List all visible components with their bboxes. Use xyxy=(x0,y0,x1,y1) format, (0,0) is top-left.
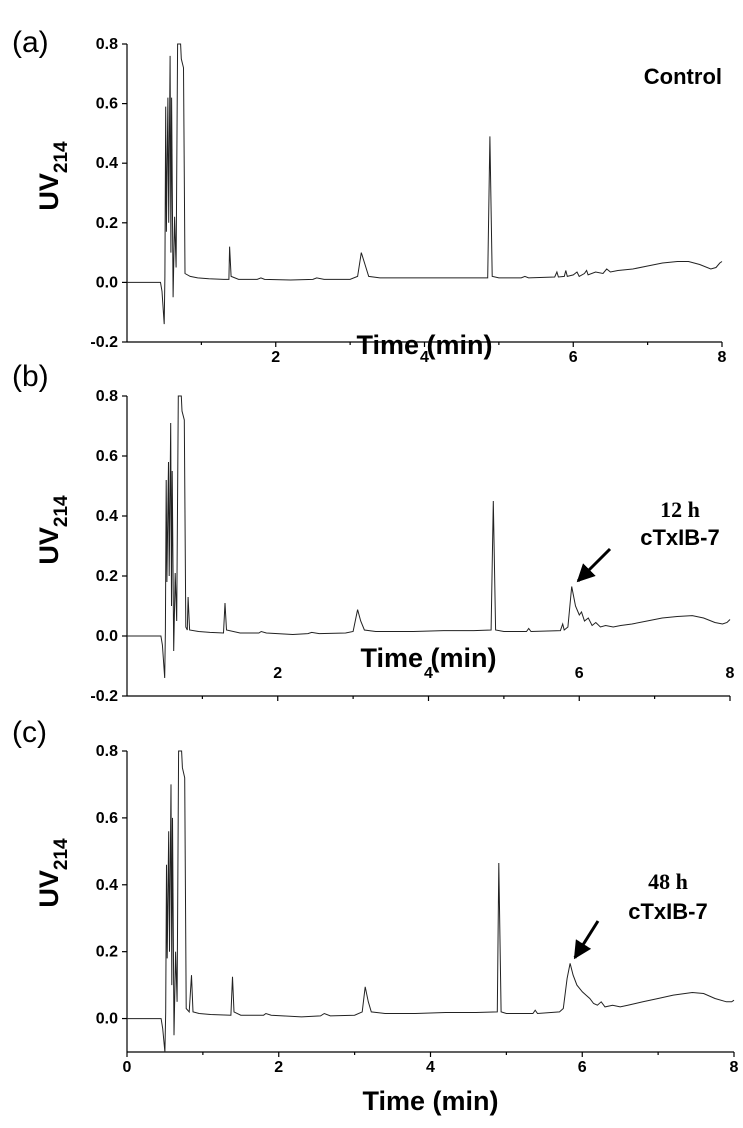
y-tick-label: 0.0 xyxy=(96,274,118,291)
y-tick-label: 0.0 xyxy=(96,628,118,645)
chart-panel-a: (a) -0.2 0.0 0.2 0.4 0.6 0.8 2 4 6 8 Time (min) UV21… xyxy=(12,26,727,366)
y-tick-label: 0.4 xyxy=(96,877,118,894)
y-tick-label: 0.2 xyxy=(96,944,118,961)
x-tick-label: 8 xyxy=(726,665,735,682)
x-tick-label: 6 xyxy=(578,1059,587,1076)
y-axis-title: UV214 xyxy=(34,838,72,908)
y-tick-label: 0.4 xyxy=(96,508,118,525)
chromatogram-trace xyxy=(127,750,735,1053)
x-tick-label: 8 xyxy=(730,1059,739,1076)
annotation-arrow xyxy=(573,920,600,960)
y-axis-title-main: UV xyxy=(34,527,64,565)
y-tick-label: 0.8 xyxy=(96,743,118,760)
y-axis-title-main: UV xyxy=(34,173,64,211)
chromatogram-trace xyxy=(127,43,723,325)
x-tick-label: 8 xyxy=(718,349,727,366)
x-tick-label: 2 xyxy=(273,665,282,682)
x-tick-label: 6 xyxy=(569,349,578,366)
y-tick-label: 0.4 xyxy=(96,155,118,172)
panel-label: (a) xyxy=(12,26,49,59)
y-axis-title: UV214 xyxy=(34,495,72,565)
y-axis-title-subscript: 214 xyxy=(51,838,72,870)
annotation-arrow xyxy=(576,547,612,583)
panel-label: (b) xyxy=(12,360,49,393)
y-tick-label: 0.2 xyxy=(96,215,118,232)
y-axis-title-subscript: 214 xyxy=(51,141,72,173)
y-tick-label: 0.2 xyxy=(96,568,118,585)
annotation-text: cTxIB-7 xyxy=(640,525,719,550)
x-axis-title: Time (min) xyxy=(362,1086,498,1116)
y-tick-label: 0.6 xyxy=(96,448,118,465)
y-tick-label: 0.8 xyxy=(96,388,118,405)
y-axis-title: UV214 xyxy=(34,141,72,211)
x-tick-label: 6 xyxy=(575,665,584,682)
y-axis-title-main: UV xyxy=(34,870,64,908)
annotation-text: 48 h xyxy=(648,869,688,894)
x-tick-label: 2 xyxy=(271,349,280,366)
chromatogram-trace xyxy=(127,395,731,679)
x-tick-label: 0 xyxy=(123,1059,132,1076)
panel-label: (c) xyxy=(12,716,47,749)
x-tick-label: 4 xyxy=(424,665,433,682)
y-tick-label: 0.6 xyxy=(96,810,118,827)
annotation-text: cTxIB-7 xyxy=(628,899,707,924)
chart-panel-b: (b) -0.2 0.0 0.2 0.4 0.6 0.8 2 4 6 8 Time (min) UV21… xyxy=(12,360,735,705)
x-tick-label: 4 xyxy=(426,1059,435,1076)
chart-panel-c: (c) 0.0 0.2 0.4 0.6 0.8 0 2 4 6 8 Time (min) UV214 48… xyxy=(12,716,739,1116)
annotation-text: 12 h xyxy=(660,497,700,522)
y-tick-label: 0.6 xyxy=(96,96,118,113)
y-axis-title-subscript: 214 xyxy=(51,495,72,527)
y-tick-label: -0.2 xyxy=(90,688,118,705)
x-axis-title: Time (min) xyxy=(356,330,492,360)
x-tick-label: 4 xyxy=(420,349,429,366)
annotation-text: Control xyxy=(644,64,722,89)
y-tick-label: 0.0 xyxy=(96,1011,118,1028)
x-tick-label: 2 xyxy=(274,1059,283,1076)
x-axis-title: Time (min) xyxy=(360,643,496,673)
y-tick-label: 0.8 xyxy=(96,36,118,53)
y-tick-label: -0.2 xyxy=(90,334,118,351)
